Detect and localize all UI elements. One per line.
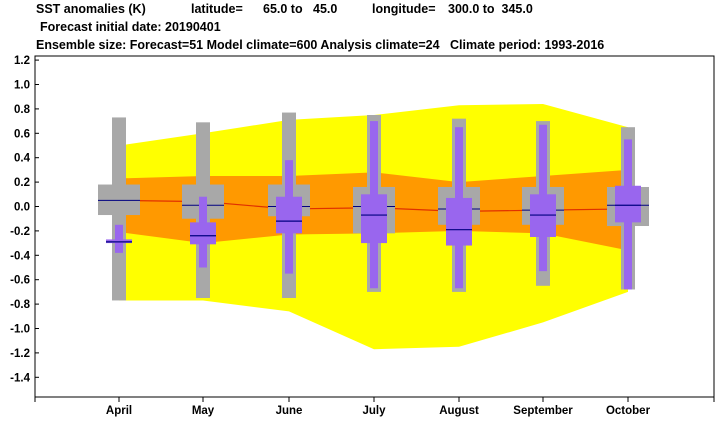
- y-tick-label: -0.4: [10, 250, 30, 262]
- x-tick-label: August: [439, 405, 479, 417]
- x-tick-label: October: [606, 405, 651, 417]
- forecast-box: [615, 185, 641, 223]
- ensemble-info: Ensemble size: Forecast=51 Model climate…: [36, 38, 605, 52]
- chart-header: SST anomalies (K) latitude= 65.0 to 45.0…: [0, 0, 720, 56]
- x-tick-label: July: [362, 405, 386, 417]
- forecast-box: [530, 194, 556, 237]
- x-tick-label: May: [192, 405, 215, 417]
- y-tick-label: -0.2: [10, 226, 30, 238]
- y-tick-label: -1.4: [10, 372, 30, 384]
- y-tick-label: 0.8: [14, 104, 31, 116]
- forecast-box: [446, 197, 472, 246]
- chart-axes: 1.2 1.0 0.8 0.6 0.4 0.2 0.0 -0.2 -0.4 -0.6 -0.8 -1.…: [10, 55, 715, 417]
- forecast-box: [276, 196, 302, 234]
- y-tick-label: -0.6: [10, 275, 30, 287]
- y-tick-label: 0.6: [14, 128, 30, 140]
- forecast-box: [190, 222, 216, 245]
- x-tick-label: September: [513, 405, 573, 417]
- forecast-initial-date: Forecast initial date: 20190401: [40, 20, 221, 34]
- longitude-label: longitude=: [372, 2, 436, 16]
- x-tick-label: April: [106, 405, 132, 417]
- latitude-range: 65.0 to 45.0: [263, 2, 338, 16]
- y-tick-label: 0.4: [14, 153, 31, 165]
- y-tick-label: 1.2: [14, 55, 30, 67]
- longitude-range: 300.0 to 345.0: [448, 2, 533, 16]
- y-tick-label: -1.0: [10, 324, 30, 336]
- forecast-boxes: [106, 121, 641, 290]
- y-tick-label: -1.2: [10, 348, 30, 360]
- forecast-box: [361, 194, 387, 244]
- chart-title: SST anomalies (K): [36, 2, 146, 16]
- y-tick-label: 0.2: [14, 177, 30, 189]
- y-tick-label: 1.0: [14, 80, 30, 92]
- latitude-label: latitude=: [191, 2, 243, 16]
- y-tick-label: -0.8: [10, 299, 30, 311]
- forecast-whisker: [115, 224, 123, 253]
- x-tick-label: June: [276, 405, 303, 417]
- forecast-box: [106, 239, 132, 244]
- y-tick-label: 0.0: [14, 202, 30, 214]
- climate-box: [98, 184, 140, 216]
